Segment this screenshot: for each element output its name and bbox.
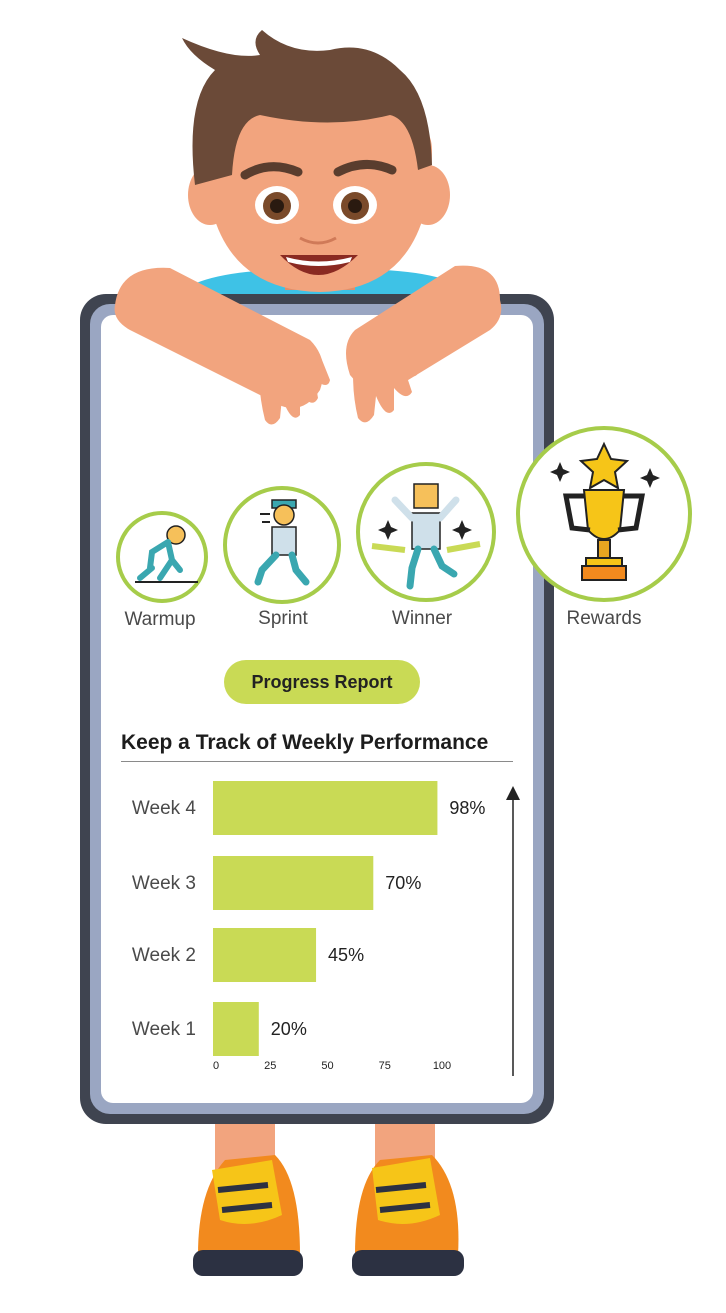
sprint-badge	[223, 486, 341, 604]
x-tick-label: 100	[433, 1060, 451, 1072]
value-label: 70%	[385, 873, 421, 893]
winner-badge	[356, 462, 496, 602]
value-label: 98%	[449, 798, 485, 818]
kneeling-runner-icon	[135, 525, 198, 583]
badge-label-sprint: Sprint	[258, 608, 308, 629]
bar-week-3	[213, 856, 374, 910]
x-tick-label: 75	[379, 1060, 391, 1072]
legs-and-shoes	[193, 1110, 464, 1276]
sprinter-icon	[254, 499, 310, 586]
badge-label-rewards: Rewards	[566, 608, 642, 629]
category-label: Week 1	[132, 1019, 196, 1040]
weekly-performance-chart: Week 4 98% Week 3 70% Week 2 45% Week 1 20% 0 25 5…	[132, 781, 485, 1072]
trophy-icon	[550, 441, 660, 581]
bar-week-4	[213, 781, 438, 835]
category-label: Week 2	[132, 945, 196, 966]
category-label: Week 3	[132, 873, 196, 894]
rewards-badge	[516, 426, 692, 602]
tablet-frame	[80, 294, 554, 1124]
character-head	[182, 30, 450, 292]
warmup-badge	[116, 511, 208, 603]
x-tick-label: 25	[264, 1060, 276, 1072]
value-label: 20%	[271, 1019, 307, 1039]
x-tick-label: 50	[321, 1060, 333, 1072]
progress-report-button[interactable]: Progress Report	[224, 660, 420, 704]
bar-week-1	[213, 1002, 259, 1056]
value-label: 45%	[328, 945, 364, 965]
trend-arrow	[506, 786, 520, 1076]
badge-label-winner: Winner	[391, 608, 453, 629]
x-tick-label: 0	[213, 1060, 219, 1072]
celebrating-winner-icon	[371, 483, 481, 590]
chart-title: Keep a Track of Weekly Performance	[121, 731, 489, 754]
arms-and-hands	[114, 265, 502, 425]
badge-label-warmup: Warmup	[124, 609, 196, 630]
bar-week-2	[213, 928, 317, 982]
chart-title-divider	[121, 761, 513, 762]
category-label: Week 4	[132, 798, 197, 819]
